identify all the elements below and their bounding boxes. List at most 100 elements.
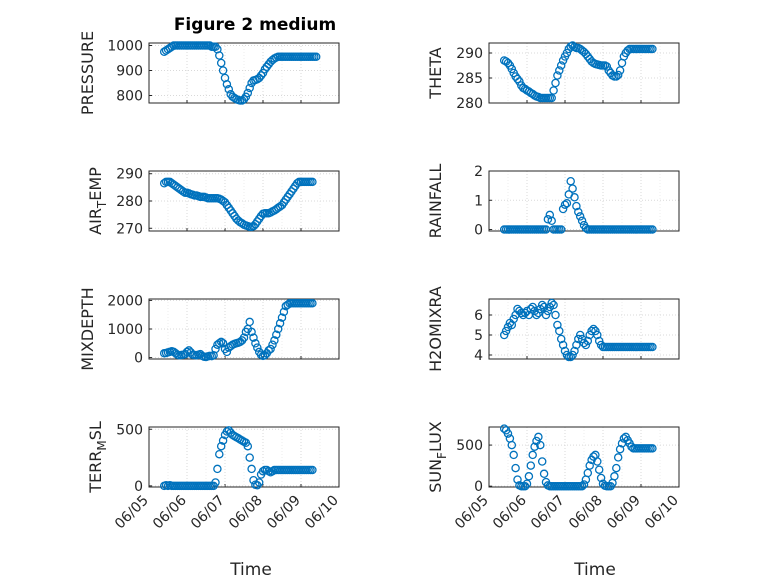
data-point: [612, 463, 621, 473]
data-point: [528, 450, 537, 460]
data-point: [215, 449, 224, 459]
data-point: [612, 72, 621, 81]
data-point: [215, 339, 224, 348]
data-point: [537, 457, 547, 466]
data-point: [526, 461, 536, 470]
data-point: [311, 52, 321, 62]
data-point: [534, 432, 543, 442]
data-point: [524, 472, 534, 481]
data-point: [615, 66, 625, 75]
data-point: [574, 334, 583, 344]
data-point: [509, 314, 518, 324]
x-tick-label: 06/05: [452, 493, 492, 533]
data-point: [593, 457, 602, 466]
data-point: [553, 320, 562, 330]
data-point: [216, 441, 226, 451]
data-point: [577, 481, 587, 491]
y-tick-label: 0: [134, 351, 143, 367]
data-point: [215, 51, 224, 60]
data-point: [247, 464, 256, 474]
y-tick-label: 6: [474, 308, 483, 324]
data-point: [247, 327, 256, 337]
y-tick-label: 800: [116, 89, 143, 105]
y-tick-label: 500: [116, 422, 143, 438]
data-point: [558, 340, 568, 350]
data-point: [560, 200, 570, 209]
data-point: [272, 330, 281, 339]
data-point: [556, 225, 566, 234]
data-point: [222, 347, 232, 357]
data-point: [568, 184, 577, 193]
data-point: [308, 299, 317, 308]
data-point: [256, 71, 266, 80]
data-point: [560, 346, 570, 356]
y-tick-label: 500: [456, 438, 483, 454]
data-point: [239, 333, 249, 342]
data-point: [239, 95, 249, 104]
data-point: [509, 450, 518, 460]
data-point: [275, 319, 285, 328]
data-point: [264, 346, 273, 355]
data-point: [249, 333, 258, 342]
y-axis-label: TERRMSL: [86, 421, 109, 494]
subplot-1: 800 900 1000 PRESSURE: [78, 31, 340, 115]
data-point: [572, 340, 581, 350]
subplot-6: 4 5 6 H2OMIXRA: [426, 286, 680, 372]
subplot-5: 0 1000 2000 MIXDEPTH: [78, 287, 340, 371]
data-point: [549, 300, 558, 310]
y-axis-label: RAINFALL: [426, 164, 445, 239]
y-axis-label: MIXDEPTH: [78, 287, 97, 370]
data-point: [549, 86, 558, 95]
data-point: [536, 440, 545, 450]
data-point: [537, 300, 547, 310]
y-tick-label: 0: [474, 479, 483, 495]
data-point: [218, 66, 228, 75]
data-point: [277, 313, 287, 322]
x-tick-label: 06/08: [566, 493, 606, 533]
axes-frame: [148, 426, 340, 488]
x-tick-label: 06/07: [188, 493, 228, 533]
x-tick-label: 06/05: [112, 493, 152, 533]
data-point: [610, 472, 619, 481]
data-point: [562, 48, 572, 58]
data-point: [268, 340, 277, 349]
data-point: [211, 344, 220, 354]
data-point: [594, 336, 604, 346]
data-point: [224, 85, 234, 94]
data-point: [515, 77, 524, 86]
y-tick-label: 2: [474, 164, 483, 180]
y-tick-label: 1000: [107, 322, 143, 338]
data-point: [216, 58, 226, 68]
data-point: [273, 324, 283, 334]
subplot-3: 270 280 290 AIRTEMP: [86, 167, 340, 237]
data-point: [602, 62, 612, 71]
data-point: [555, 326, 564, 336]
data-point: [577, 334, 587, 344]
data-point: [507, 440, 517, 450]
data-point: [562, 198, 572, 208]
data-point: [279, 307, 289, 317]
y-tick-label: 0: [474, 223, 483, 239]
data-point: [503, 429, 513, 438]
x-tick-label: 06/10: [642, 493, 682, 533]
data-point: [499, 330, 509, 340]
data-point: [517, 308, 526, 318]
data-point: [507, 64, 517, 74]
data-point: [541, 310, 551, 320]
data-point: [587, 326, 596, 336]
y-axis-label: PRESSURE: [78, 31, 97, 115]
y-tick-label: 290: [116, 167, 143, 183]
data-point: [596, 473, 606, 483]
data-point: [577, 216, 587, 226]
data-point: [574, 207, 583, 217]
y-tick-label: 1000: [107, 39, 143, 55]
data-point: [251, 339, 260, 348]
y-axis-label: AIRTEMP: [86, 167, 109, 235]
data-point: [245, 317, 254, 327]
y-tick-label: 900: [116, 64, 143, 80]
data-point: [534, 308, 543, 318]
y-tick-label: 0: [134, 479, 143, 495]
y-tick-label: 4: [474, 348, 483, 364]
